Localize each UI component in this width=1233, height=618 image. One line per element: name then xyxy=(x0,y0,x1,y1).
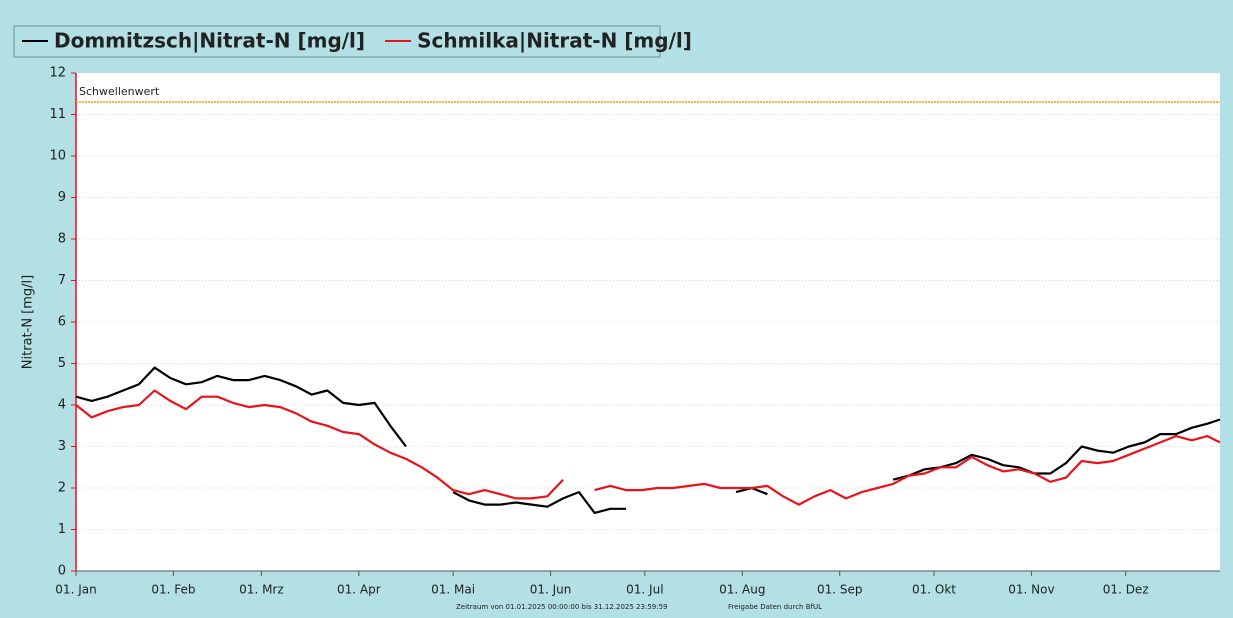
x-tick-label: 01. Sep xyxy=(817,583,863,597)
x-tick-label: 01. Jan xyxy=(55,583,96,597)
legend-label: Dommitzsch|Nitrat-N [mg/l] xyxy=(54,29,365,53)
y-tick-label: 8 xyxy=(58,232,66,247)
y-tick-label: 7 xyxy=(58,273,66,288)
y-tick-label: 1 xyxy=(58,522,66,537)
x-tick-label: 01. Jul xyxy=(626,583,663,597)
footer-text: Zeitraum von 01.01.2025 00:00:00 bis 31.… xyxy=(456,603,668,611)
footer-text: Freigabe Daten durch BfUL xyxy=(728,603,822,611)
y-tick-label: 5 xyxy=(58,356,66,371)
x-tick-label: 01. Apr xyxy=(337,583,381,597)
y-axis-label: Nitrat-N [mg/l] xyxy=(21,275,36,369)
threshold-label: Schwellenwert xyxy=(79,85,160,98)
x-tick-label: 01. Aug xyxy=(719,583,765,597)
x-tick-label: 01. Mai xyxy=(431,583,475,597)
y-tick-label: 0 xyxy=(58,564,66,579)
legend-box xyxy=(13,25,661,58)
y-tick-label: 2 xyxy=(58,481,66,496)
legend-label: Schmilka|Nitrat-N [mg/l] xyxy=(417,29,692,53)
y-tick-label: 4 xyxy=(58,398,66,413)
y-tick-label: 11 xyxy=(49,107,66,122)
y-tick-label: 9 xyxy=(58,190,66,205)
series-line xyxy=(75,366,1221,514)
x-tick-label: 01. Nov xyxy=(1008,583,1054,597)
y-tick-label: 6 xyxy=(58,315,66,330)
x-tick-label: 01. Dez xyxy=(1103,583,1149,597)
x-tick-label: 01. Jun xyxy=(530,583,572,597)
plot-area xyxy=(76,73,1220,571)
x-tick-label: 01. Mrz xyxy=(239,583,283,597)
x-tick-label: 01. Feb xyxy=(151,583,195,597)
series-line xyxy=(75,389,1221,506)
y-tick-label: 12 xyxy=(49,66,66,81)
y-tick-label: 3 xyxy=(58,439,66,454)
x-tick-label: 01. Okt xyxy=(912,583,956,597)
y-tick-label: 10 xyxy=(49,149,66,164)
